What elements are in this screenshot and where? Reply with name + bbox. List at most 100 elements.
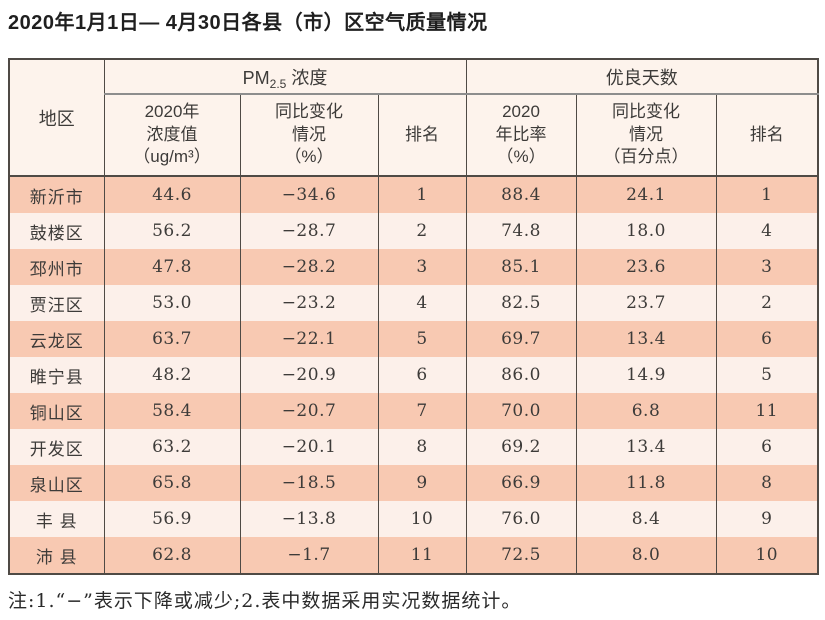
cell-pm-change: −20.7 <box>239 393 379 429</box>
cell-gd-rate: 72.5 <box>465 537 577 574</box>
column-header-region: 地区 <box>8 59 105 177</box>
cell-gd-change: 11.8 <box>575 465 717 501</box>
cell-pm-rank: 7 <box>377 393 467 429</box>
cell-pm-value: 63.7 <box>103 321 241 357</box>
cell-gd-change: 18.0 <box>575 213 717 249</box>
cell-pm-value: 56.2 <box>103 213 241 249</box>
cell-pm-rank: 2 <box>377 213 467 249</box>
cell-gd-change: 8.0 <box>575 537 717 574</box>
column-header-pm-rank: 排名 <box>377 94 467 177</box>
cell-gd-change: 13.4 <box>575 321 717 357</box>
cell-gd-change: 23.7 <box>575 285 717 321</box>
header-line: 同比变化 <box>275 101 343 121</box>
cell-region: 贾汪区 <box>8 285 105 321</box>
cell-gd-rate: 69.2 <box>465 429 577 465</box>
cell-pm-rank: 6 <box>377 357 467 393</box>
cell-gd-rank: 9 <box>715 501 819 537</box>
header-line: （%） <box>284 147 334 167</box>
cell-pm-value: 63.2 <box>103 429 241 465</box>
cell-pm-rank: 11 <box>377 537 467 574</box>
footnote: 注:1.“−”表示下降或减少;2.表中数据采用实况数据统计。 <box>8 590 522 612</box>
cell-gd-change: 14.9 <box>575 357 717 393</box>
cell-region: 鼓楼区 <box>8 213 105 249</box>
cell-gd-change: 6.8 <box>575 393 717 429</box>
table-row: 丰 县 56.9 −13.8 10 76.0 8.4 9 <box>8 501 819 537</box>
header-line: （百分点） <box>603 147 689 167</box>
table-row: 铜山区 58.4 −20.7 7 70.0 6.8 11 <box>8 393 819 429</box>
group-header-row: 地区 PM2.5 浓度 优良天数 <box>8 59 819 177</box>
table-body: 新沂市 44.6 −34.6 1 88.4 24.1 1 鼓楼区 56.2 −28.7 2 74.8 1… <box>8 176 819 574</box>
header-line: （%） <box>496 147 546 167</box>
table-row: 云龙区 63.7 −22.1 5 69.7 13.4 6 <box>8 321 819 357</box>
cell-pm-change: −13.8 <box>239 501 379 537</box>
cell-gd-rank: 6 <box>715 321 819 357</box>
cell-pm-value: 65.8 <box>103 465 241 501</box>
cell-pm-value: 53.0 <box>103 285 241 321</box>
table-row: 沛 县 62.8 −1.7 11 72.5 8.0 10 <box>8 537 819 574</box>
pm25-label-suffix: 浓度 <box>286 67 328 88</box>
cell-gd-rate: 76.0 <box>465 501 577 537</box>
table-row: 邳州市 47.8 −28.2 3 85.1 23.6 3 <box>8 249 819 285</box>
cell-gd-rank: 4 <box>715 213 819 249</box>
table-row: 睢宁县 48.2 −20.9 6 86.0 14.9 5 <box>8 357 819 393</box>
cell-pm-value: 62.8 <box>103 537 241 574</box>
cell-gd-rate: 82.5 <box>465 285 577 321</box>
cell-gd-change: 23.6 <box>575 249 717 285</box>
column-header-gd-rank: 排名 <box>715 94 819 177</box>
cell-pm-change: −18.5 <box>239 465 379 501</box>
cell-pm-change: −22.1 <box>239 321 379 357</box>
page-title: 2020年1月1日— 4月30日各县（市）区空气质量情况 <box>8 12 488 34</box>
cell-pm-rank: 10 <box>377 501 467 537</box>
header-line: 情况 <box>292 124 326 144</box>
cell-region: 丰 县 <box>8 501 105 537</box>
cell-pm-change: −20.9 <box>239 357 379 393</box>
cell-pm-rank: 3 <box>377 249 467 285</box>
column-header-pm-change: 同比变化 情况 （%） <box>239 94 379 177</box>
cell-pm-rank: 5 <box>377 321 467 357</box>
cell-gd-change: 24.1 <box>575 176 717 213</box>
header-line: （ug/m³） <box>133 147 211 167</box>
table-row: 泉山区 65.8 −18.5 9 66.9 11.8 8 <box>8 465 819 501</box>
cell-gd-rate: 70.0 <box>465 393 577 429</box>
header-line: 2020年 <box>144 101 200 121</box>
cell-pm-change: −1.7 <box>239 537 379 574</box>
group-header-pm25: PM2.5 浓度 <box>103 59 467 95</box>
cell-region: 泉山区 <box>8 465 105 501</box>
header-line: 年比率 <box>495 124 547 144</box>
cell-gd-change: 8.4 <box>575 501 717 537</box>
cell-pm-rank: 9 <box>377 465 467 501</box>
cell-pm-change: −28.2 <box>239 249 379 285</box>
cell-gd-rate: 88.4 <box>465 176 577 213</box>
column-header-pm-value: 2020年 浓度值 （ug/m³） <box>103 94 241 177</box>
cell-region: 铜山区 <box>8 393 105 429</box>
cell-pm-rank: 1 <box>377 176 467 213</box>
cell-gd-rate: 85.1 <box>465 249 577 285</box>
cell-gd-rate: 74.8 <box>465 213 577 249</box>
cell-region: 沛 县 <box>8 537 105 574</box>
cell-gd-rank: 6 <box>715 429 819 465</box>
pm25-label-prefix: PM <box>242 67 270 88</box>
cell-gd-rate: 86.0 <box>465 357 577 393</box>
cell-pm-change: −20.1 <box>239 429 379 465</box>
cell-region: 新沂市 <box>8 176 105 213</box>
cell-gd-rank: 1 <box>715 176 819 213</box>
cell-pm-rank: 8 <box>377 429 467 465</box>
header-line: 同比变化 <box>612 101 681 121</box>
pm25-label-subscript: 2.5 <box>269 76 287 91</box>
cell-gd-rank: 11 <box>715 393 819 429</box>
header-line: 情况 <box>629 124 664 144</box>
cell-gd-rank: 5 <box>715 357 819 393</box>
header-line: 2020 <box>502 101 540 121</box>
cell-gd-rank: 2 <box>715 285 819 321</box>
cell-pm-value: 48.2 <box>103 357 241 393</box>
cell-pm-change: −23.2 <box>239 285 379 321</box>
cell-gd-rank: 8 <box>715 465 819 501</box>
cell-pm-change: −34.6 <box>239 176 379 213</box>
cell-pm-value: 44.6 <box>103 176 241 213</box>
air-quality-table: 地区 PM2.5 浓度 优良天数 2020年 浓度值 （ug/m³） 同比变化 … <box>8 58 820 575</box>
table-row: 新沂市 44.6 −34.6 1 88.4 24.1 1 <box>8 176 819 213</box>
cell-gd-rate: 66.9 <box>465 465 577 501</box>
table-row: 鼓楼区 56.2 −28.7 2 74.8 18.0 4 <box>8 213 819 249</box>
cell-region: 开发区 <box>8 429 105 465</box>
cell-pm-value: 56.9 <box>103 501 241 537</box>
